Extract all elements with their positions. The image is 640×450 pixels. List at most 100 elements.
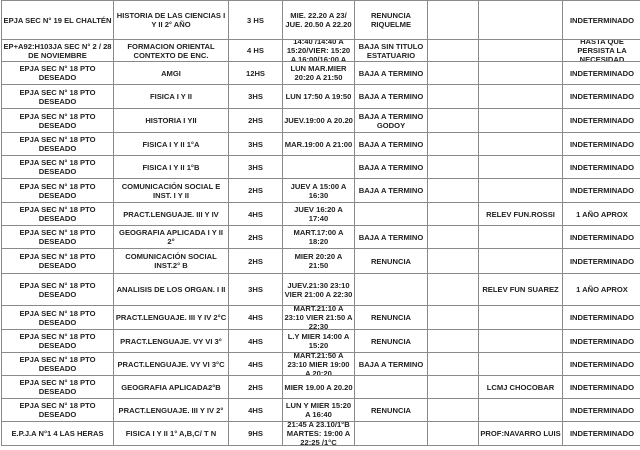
- cell-text: EPJA SEC N° 18 PTO DESEADO: [19, 252, 96, 270]
- cell-blank: [427, 178, 479, 203]
- cell-school: EPJA SEC N° 18 PTO DESEADO: [1, 155, 114, 179]
- cell-text: [480, 250, 561, 273]
- cell-school: EPJA SEC N° 18 PTO DESEADO: [1, 305, 114, 330]
- cell-duration: INDETERMINADO: [562, 398, 640, 422]
- cell-text: 3HS: [248, 92, 263, 101]
- cell-text: [480, 2, 561, 39]
- cell-text: EPJA SEC N° 18 PTO DESEADO: [19, 280, 96, 299]
- cell-blank: [427, 225, 479, 249]
- cell-text: [429, 41, 477, 61]
- cell-hours: 3HS: [228, 273, 283, 306]
- cell-subject: PRACT.LENGUAJE. VY VI 3°: [113, 329, 229, 353]
- cell-subject: COMUNICACIÓN SOCIAL INST.2° B: [113, 248, 229, 274]
- cell-text: [429, 110, 477, 132]
- cell-text: EPJA SEC N° 18 PTO DESEADO: [19, 378, 96, 396]
- cell-text: INDETERMINADO: [569, 15, 635, 25]
- cell-reason: [354, 273, 428, 306]
- cell-text: LUN Y MIER 15:20 A 16:40: [285, 401, 352, 419]
- cell-replacement: [478, 398, 563, 422]
- cell-hours: 9HS: [228, 421, 283, 446]
- cell-text: INDETERMINADO: [569, 139, 635, 149]
- cell-reason: RENUNCIA RIQUELME: [354, 0, 428, 40]
- cell-schedule: MART.17:00 A 18:20: [282, 225, 355, 249]
- cell-replacement: [478, 329, 563, 353]
- cell-text: INDETERMINADO: [569, 256, 635, 266]
- cell-schedule: MIER 19.00 A 20.20: [282, 375, 355, 399]
- cell-blank: [427, 0, 479, 40]
- cell-subject: GEOGRAFIA APLICADA I Y II 2°: [113, 225, 229, 249]
- cell-text: ANALISIS DE LOS ORGAN. I II: [116, 285, 226, 294]
- cell-reason: BAJA SIN TITULO ESTATUARIO: [354, 39, 428, 62]
- cell-text: [429, 2, 477, 39]
- cell-blank: [427, 202, 479, 226]
- cell-text: 4HS: [248, 405, 263, 415]
- cell-text: INDETERMINADO: [569, 405, 635, 415]
- cell-text: [480, 110, 561, 132]
- cell-duration: INDETERMINADO: [562, 132, 640, 156]
- cell-text: [429, 180, 477, 202]
- cell-replacement: [478, 84, 563, 109]
- cell-hours: 4HS: [228, 398, 283, 422]
- table-row: EPJA SEC N° 18 PTO DESEADO PRACT.LENGUAJE…: [1, 398, 640, 422]
- cell-text: FISICA I Y II: [149, 92, 193, 101]
- cell-hours: 3HS: [228, 155, 283, 179]
- cell-schedule: MIER 20:20 A 21:50: [282, 248, 355, 274]
- cell-text: BAJA A TERMINO: [358, 92, 424, 101]
- cell-schedule: [282, 155, 355, 179]
- cell-text: [429, 227, 477, 248]
- cell-blank: [427, 375, 479, 399]
- cell-schedule: LUN 17:50 A 19:50: [282, 84, 355, 109]
- cell-replacement: [478, 305, 563, 330]
- cell-text: [429, 331, 477, 352]
- cell-text: FISICA I Y II 1°B: [142, 162, 200, 172]
- cell-text: EPJA SEC N° 18 PTO DESEADO: [19, 308, 96, 327]
- cell-duration: INDETERMINADO: [562, 178, 640, 203]
- cell-text: LUN MAR.MIER 20:20 A 21:50: [290, 64, 347, 82]
- cell-subject: PRACT.LENGUAJE. III Y IV: [113, 202, 229, 226]
- cell-text: E.P.J.A N°1 4 LAS HERAS: [11, 429, 104, 438]
- cell-subject: HISTORIA I YII: [113, 108, 229, 133]
- cell-school: EPJA SEC N° 18 PTO DESEADO: [1, 225, 114, 249]
- cell-subject: COMUNICACIÓN SOCIAL E INST. I Y II: [113, 178, 229, 203]
- cell-subject: ANALISIS DE LOS ORGAN. I II: [113, 273, 229, 306]
- cell-replacement: [478, 108, 563, 133]
- cell-text: [480, 86, 561, 108]
- cell-text: [356, 377, 426, 398]
- cell-text: HISTORIA I YII: [145, 116, 197, 125]
- table-row: EPJA SEC N° 18 PTO DESEADO GEOGRAFIA APLI…: [1, 225, 640, 249]
- cell-text: [284, 157, 353, 178]
- cell-text: JUEV.19:00 A 20.20: [284, 116, 353, 125]
- cell-reason: BAJA A TERMINO: [354, 352, 428, 376]
- cell-duration: INDETERMINADO: [562, 305, 640, 330]
- cell-duration: INDETERMINADO: [562, 225, 640, 249]
- cell-text: 2HS: [248, 232, 263, 242]
- cell-schedule: 21:45 A 23.10/1°B MARTES: 19:00 A 22:25 …: [282, 421, 355, 446]
- cell-reason: BAJA A TERMINO: [354, 225, 428, 249]
- table-row: EPJA SEC N° 18 PTO DESEADO PRACT.LENGUAJE…: [1, 352, 640, 376]
- cell-blank: [427, 84, 479, 109]
- table-row: EPJA SEC N° 18 PTO DESEADO COMUNICACIÓN S…: [1, 178, 640, 203]
- cell-duration: INDETERMINADO: [562, 421, 640, 446]
- cell-text: [429, 157, 477, 178]
- cell-text: 4 HS: [247, 46, 264, 55]
- cell-subject: PRACT.LENGUAJE. III Y IV 2°C: [113, 305, 229, 330]
- cell-duration: INDETERMINADO: [562, 108, 640, 133]
- cell-text: 12HS: [246, 68, 265, 78]
- cell-hours: 2HS: [228, 225, 283, 249]
- cell-text: INDETERMINADO: [569, 186, 635, 195]
- cell-text: [429, 377, 477, 398]
- cell-text: BAJA A TERMINO: [358, 162, 424, 172]
- cell-text: INDETERMINADO: [569, 162, 635, 172]
- cell-hours: 4HS: [228, 352, 283, 376]
- cell-subject: PRACT.LENGUAJE. VY VI 3°C: [113, 352, 229, 376]
- cell-replacement: [478, 248, 563, 274]
- cell-text: [429, 354, 477, 375]
- cell-duration: HASTA QUE PERSISTA LA NECESIDAD: [562, 39, 640, 62]
- cell-reason: [354, 421, 428, 446]
- cell-text: MART.21:50 A 23:10 MIER 19:00 A 20:20: [287, 353, 350, 375]
- cell-blank: [427, 39, 479, 62]
- cell-text: [480, 180, 561, 202]
- cell-reason: [354, 202, 428, 226]
- cell-blank: [427, 132, 479, 156]
- cell-reason: RENUNCIA: [354, 248, 428, 274]
